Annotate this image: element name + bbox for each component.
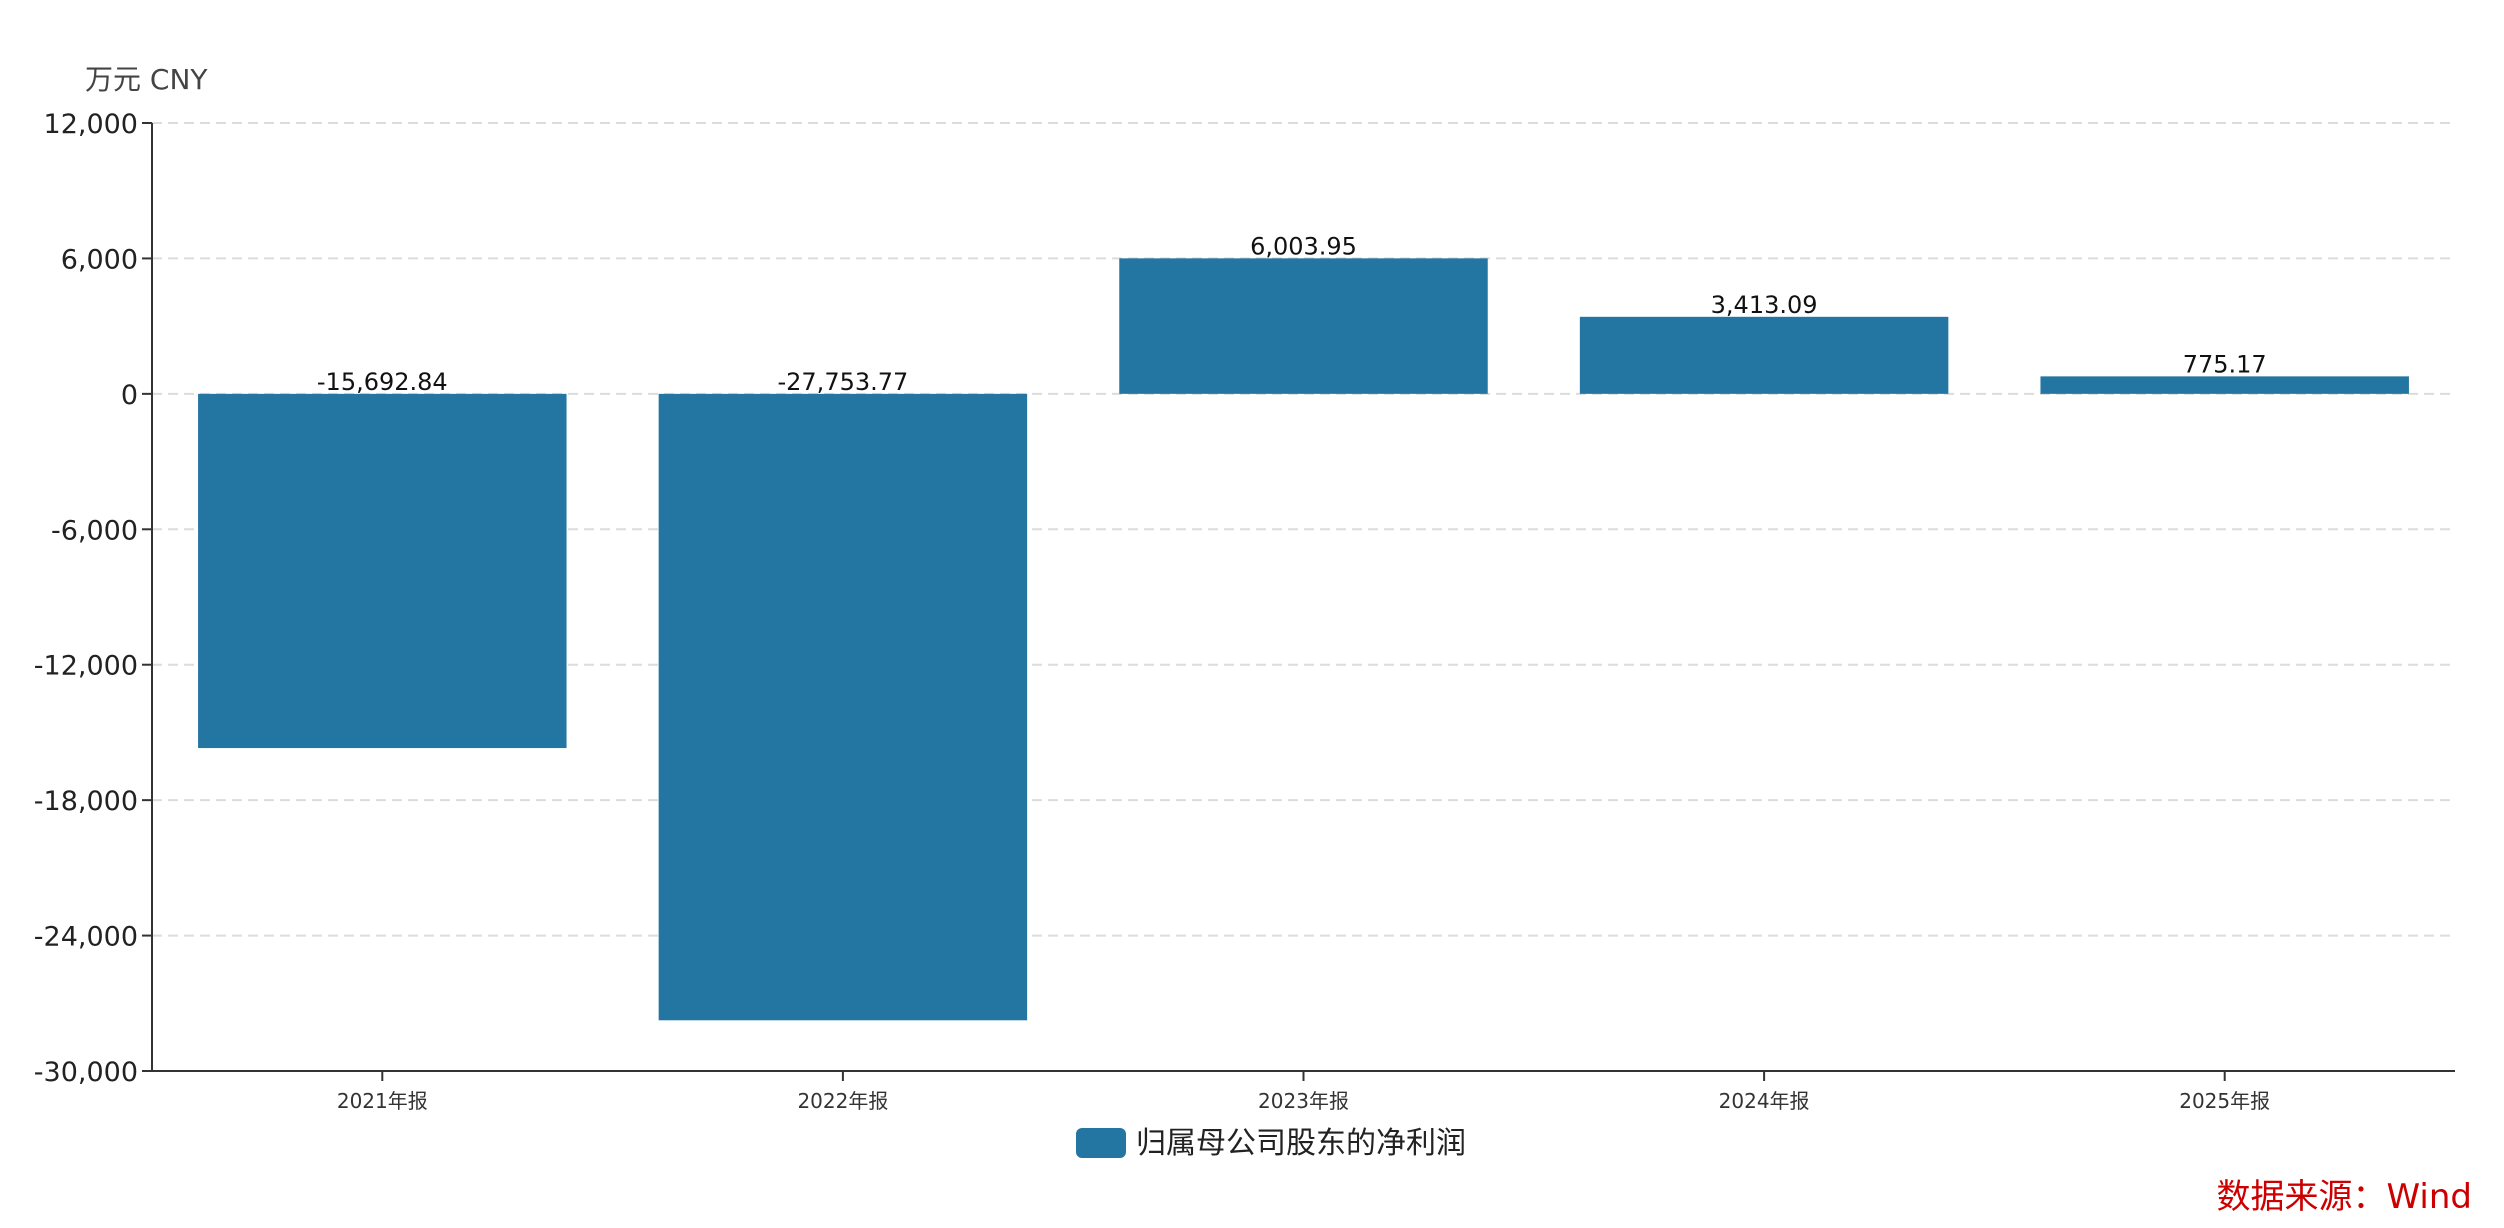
bar[interactable] <box>1119 258 1488 394</box>
data-label: -15,692.84 <box>317 368 448 396</box>
bars <box>198 258 2409 1021</box>
y-tick-label: -24,000 <box>34 922 138 953</box>
y-tick-label: -6,000 <box>51 515 138 546</box>
data-label: 6,003.95 <box>1250 232 1357 260</box>
y-tick-label: 12,000 <box>44 109 138 140</box>
legend-swatch[interactable] <box>1076 1128 1126 1158</box>
data-label: 3,413.09 <box>1711 291 1818 319</box>
bar[interactable] <box>658 393 1028 1021</box>
bar[interactable] <box>1579 316 1949 394</box>
x-tick-label: 2023年报 <box>1258 1089 1349 1113</box>
data-label: -27,753.77 <box>777 368 908 396</box>
y-tick-label: 0 <box>121 380 138 411</box>
data-labels: -15,692.84 -27,753.77 6,003.95 3,413.09 775.… <box>317 232 2267 396</box>
x-tick-label: 2021年报 <box>337 1089 428 1113</box>
x-tick-label: 2024年报 <box>1719 1089 1810 1113</box>
data-source: 数据来源：Wind <box>2217 1177 2472 1217</box>
y-tick-label: -18,000 <box>34 786 138 817</box>
data-label: 775.17 <box>2183 350 2267 378</box>
x-tick-label: 2022年报 <box>797 1089 888 1113</box>
bar[interactable] <box>2040 376 2409 394</box>
x-tick-label: 2025年报 <box>2179 1089 2270 1113</box>
y-tick-label: -30,000 <box>34 1057 138 1088</box>
y-axis: 12,000 6,000 0 -6,000 -12,000 -18,000 -24,000 -… <box>34 109 153 1088</box>
bar[interactable] <box>198 393 567 749</box>
y-tick-label: -12,000 <box>34 651 138 682</box>
legend[interactable]: 归属母公司股东的净利润 <box>1076 1126 1466 1161</box>
legend-label[interactable]: 归属母公司股东的净利润 <box>1136 1126 1466 1161</box>
y-tick-label: 6,000 <box>61 244 138 275</box>
x-axis: 2021年报 2022年报 2023年报 2024年报 2025年报 <box>152 1070 2455 1113</box>
unit-label: 万元 CNY <box>85 63 208 96</box>
